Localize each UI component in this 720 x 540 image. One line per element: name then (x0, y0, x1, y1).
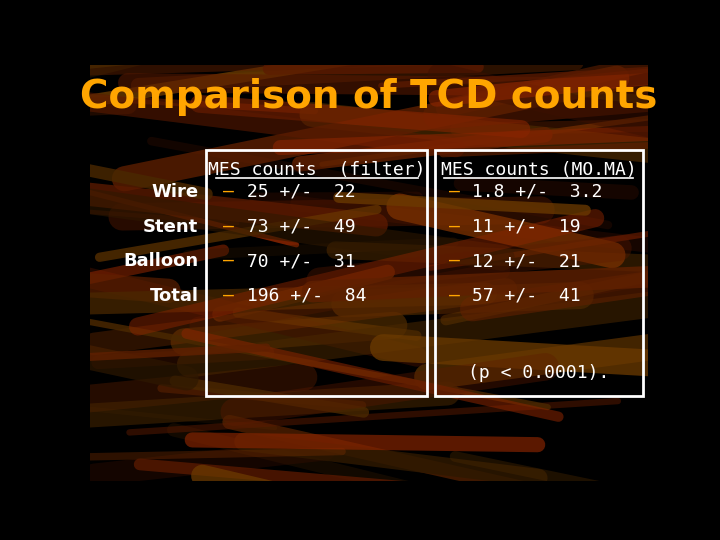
Text: –: – (223, 218, 234, 235)
Text: 73 +/-  49: 73 +/- 49 (235, 218, 356, 235)
Text: MES counts  (filter): MES counts (filter) (208, 160, 426, 179)
Text: 1.8 +/-  3.2: 1.8 +/- 3.2 (462, 183, 603, 201)
Text: Total: Total (150, 287, 199, 305)
Text: 70 +/-  31: 70 +/- 31 (235, 252, 356, 270)
Text: MES counts (MO.MA): MES counts (MO.MA) (441, 160, 636, 179)
Text: 11 +/-  19: 11 +/- 19 (462, 218, 581, 235)
Text: (p < 0.0001).: (p < 0.0001). (468, 364, 609, 382)
Text: –: – (223, 183, 234, 201)
Text: –: – (449, 183, 459, 201)
Text: –: – (449, 287, 459, 305)
Text: –: – (223, 287, 234, 305)
Text: –: – (449, 218, 459, 235)
Text: Wire: Wire (151, 183, 199, 201)
Text: –: – (223, 252, 234, 270)
Text: 196 +/-  84: 196 +/- 84 (235, 287, 366, 305)
Text: –: – (449, 252, 459, 270)
Text: Stent: Stent (143, 218, 199, 235)
Text: 12 +/-  21: 12 +/- 21 (462, 252, 581, 270)
Text: Comparison of TCD counts: Comparison of TCD counts (81, 78, 657, 116)
Text: 25 +/-  22: 25 +/- 22 (235, 183, 356, 201)
Text: Balloon: Balloon (123, 252, 199, 270)
Text: 57 +/-  41: 57 +/- 41 (462, 287, 581, 305)
